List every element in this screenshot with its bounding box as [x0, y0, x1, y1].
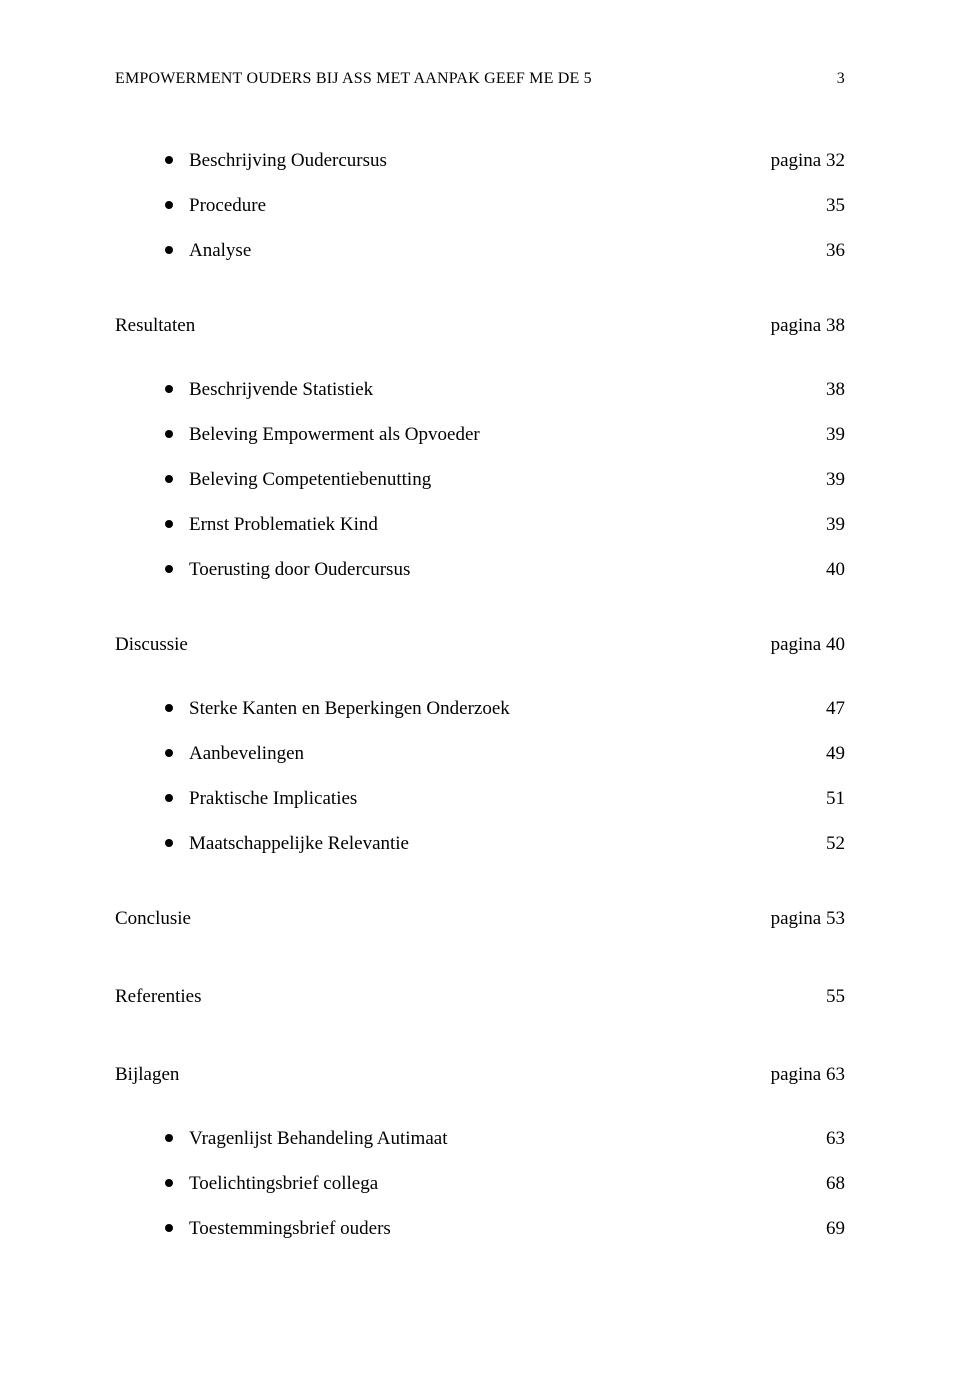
toc-page-value: 55 [826, 986, 860, 1008]
toc-section-row: Referenties55 [115, 986, 860, 1008]
spacer [115, 682, 860, 698]
bullet-icon [165, 156, 173, 164]
toc-label: Maatschappelijke Relevantie [189, 833, 826, 855]
bullet-icon [165, 1179, 173, 1187]
toc-page-value: 38 [826, 379, 860, 401]
bullet-icon [165, 520, 173, 528]
toc-page-value: 47 [826, 698, 860, 720]
toc-page-value: pagina 40 [771, 634, 860, 656]
toc-page-value: pagina 32 [771, 150, 860, 172]
bullet-icon [165, 246, 173, 254]
toc-page-value: 39 [826, 469, 860, 491]
spacer [115, 285, 860, 301]
toc-label: Beschrijving Oudercursus [189, 150, 771, 172]
bullet-icon [165, 430, 173, 438]
toc-label: Beschrijvende Statistiek [189, 379, 826, 401]
bullet-icon [165, 565, 173, 573]
toc-page-value: 51 [826, 788, 860, 810]
toc-bullet-row: Toerusting door Oudercursus40 [115, 559, 860, 581]
running-head-page-number: 3 [837, 70, 845, 88]
toc-bullet-row: Beschrijving Oudercursuspagina 32 [115, 150, 860, 172]
toc-label: Sterke Kanten en Beperkingen Onderzoek [189, 698, 826, 720]
bullet-icon [165, 704, 173, 712]
toc-label: Bijlagen [115, 1064, 771, 1086]
toc-label: Vragenlijst Behandeling Autimaat [189, 1128, 826, 1150]
toc-bullet-row: Beleving Empowerment als Opvoeder39 [115, 424, 860, 446]
toc-page-value: 52 [826, 833, 860, 855]
spacer [115, 604, 860, 620]
toc-bullet-row: Procedure35 [115, 195, 860, 217]
toc-label: Ernst Problematiek Kind [189, 514, 826, 536]
toc-bullet-row: Beleving Competentiebenutting39 [115, 469, 860, 491]
toc-bullet-row: Maatschappelijke Relevantie52 [115, 833, 860, 855]
spacer [115, 363, 860, 379]
toc-page-value: 63 [826, 1128, 860, 1150]
toc-page-value: pagina 38 [771, 315, 860, 337]
toc-bullet-row: Analyse36 [115, 240, 860, 262]
toc-section-row: Conclusiepagina 53 [115, 908, 860, 930]
toc-page-value: 69 [826, 1218, 860, 1240]
bullet-icon [165, 1224, 173, 1232]
spacer [115, 1034, 860, 1050]
spacer [115, 1112, 860, 1128]
bullet-icon [165, 1134, 173, 1142]
toc-label: Resultaten [115, 315, 771, 337]
toc-page-value: 39 [826, 424, 860, 446]
toc-label: Beleving Competentiebenutting [189, 469, 826, 491]
toc-page-value: 68 [826, 1173, 860, 1195]
toc-page-value: 36 [826, 240, 860, 262]
toc-label: Procedure [189, 195, 826, 217]
toc-label: Aanbevelingen [189, 743, 826, 765]
toc-label: Conclusie [115, 908, 771, 930]
bullet-icon [165, 839, 173, 847]
bullet-icon [165, 385, 173, 393]
toc-label: Toerusting door Oudercursus [189, 559, 826, 581]
toc-page-value: 49 [826, 743, 860, 765]
toc-bullet-row: Praktische Implicaties51 [115, 788, 860, 810]
bullet-icon [165, 475, 173, 483]
toc-bullet-row: Toestemmingsbrief ouders69 [115, 1218, 860, 1240]
toc-label: Analyse [189, 240, 826, 262]
running-head: EMPOWERMENT OUDERS BIJ ASS MET AANPAK GE… [115, 70, 860, 88]
toc-section-row: Resultatenpagina 38 [115, 315, 860, 337]
bullet-icon [165, 201, 173, 209]
spacer [115, 956, 860, 972]
table-of-contents: Beschrijving Oudercursuspagina 32 Procedu… [115, 150, 860, 1240]
toc-bullet-row: Sterke Kanten en Beperkingen Onderzoek47 [115, 698, 860, 720]
toc-page-value: pagina 53 [771, 908, 860, 930]
toc-bullet-row: Ernst Problematiek Kind39 [115, 514, 860, 536]
toc-bullet-row: Toelichtingsbrief collega68 [115, 1173, 860, 1195]
running-head-left: EMPOWERMENT OUDERS BIJ ASS MET AANPAK GE… [115, 70, 592, 88]
toc-bullet-row: Aanbevelingen49 [115, 743, 860, 765]
spacer [115, 878, 860, 894]
toc-label: Beleving Empowerment als Opvoeder [189, 424, 826, 446]
bullet-icon [165, 794, 173, 802]
toc-page-value: 39 [826, 514, 860, 536]
toc-page-value: 40 [826, 559, 860, 581]
toc-label: Discussie [115, 634, 771, 656]
toc-section-row: Bijlagenpagina 63 [115, 1064, 860, 1086]
toc-label: Toestemmingsbrief ouders [189, 1218, 826, 1240]
toc-label: Praktische Implicaties [189, 788, 826, 810]
toc-bullet-row: Vragenlijst Behandeling Autimaat63 [115, 1128, 860, 1150]
bullet-icon [165, 749, 173, 757]
toc-bullet-row: Beschrijvende Statistiek38 [115, 379, 860, 401]
page: EMPOWERMENT OUDERS BIJ ASS MET AANPAK GE… [0, 0, 960, 1373]
toc-section-row: Discussiepagina 40 [115, 634, 860, 656]
toc-page-value: 35 [826, 195, 860, 217]
toc-label: Toelichtingsbrief collega [189, 1173, 826, 1195]
toc-page-value: pagina 63 [771, 1064, 860, 1086]
toc-label: Referenties [115, 986, 826, 1008]
